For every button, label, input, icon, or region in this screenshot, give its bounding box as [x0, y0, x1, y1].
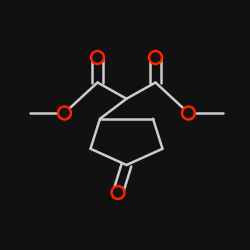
Circle shape: [111, 186, 125, 200]
Circle shape: [58, 106, 71, 120]
Circle shape: [93, 53, 102, 62]
Circle shape: [60, 108, 69, 118]
Circle shape: [184, 108, 193, 118]
Circle shape: [182, 106, 196, 120]
Circle shape: [114, 188, 122, 197]
Circle shape: [151, 53, 160, 62]
Circle shape: [148, 50, 162, 64]
Circle shape: [90, 50, 104, 64]
